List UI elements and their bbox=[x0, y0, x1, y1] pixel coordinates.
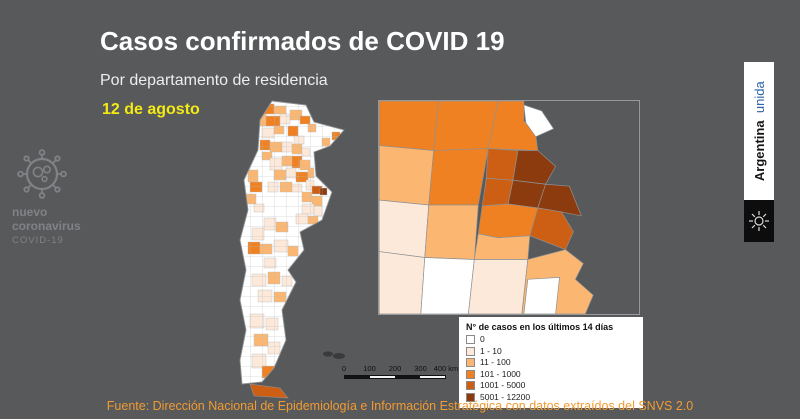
legend-swatch bbox=[466, 358, 475, 367]
malvinas-islands bbox=[323, 351, 345, 359]
legend-item: 101 - 1000 bbox=[466, 368, 636, 379]
legend-label: 11 - 100 bbox=[480, 357, 511, 368]
legend-swatch bbox=[466, 381, 475, 390]
legend-swatch bbox=[466, 335, 475, 344]
buenos-aires-inset-map bbox=[378, 100, 640, 315]
amba-high-incidence-cluster bbox=[481, 148, 582, 217]
scale-label: 0 bbox=[341, 364, 347, 373]
legend-swatch bbox=[466, 369, 475, 379]
source-attribution: Fuente: Dirección Nacional de Epidemiolo… bbox=[106, 399, 694, 413]
legend-label: 1001 - 5000 bbox=[480, 380, 526, 391]
legend-swatch bbox=[466, 346, 475, 356]
argentina-outline-stroke bbox=[239, 100, 345, 385]
banner-argentina-label: Argentina bbox=[751, 120, 767, 182]
virus-label-line2: coronavirus bbox=[12, 218, 81, 233]
legend-item: 11 - 100 bbox=[466, 358, 636, 367]
legend-item: 0 bbox=[466, 335, 636, 344]
page-subtitle: Por departamento de residencia bbox=[100, 72, 328, 89]
virus-badge-text: nuevo coronavirus COVID-19 bbox=[12, 205, 94, 247]
legend-label: 0 bbox=[480, 334, 485, 345]
scale-label: 400 km bbox=[433, 364, 459, 373]
page-title: Casos confirmados de COVID 19 bbox=[100, 26, 505, 56]
legend-title: N° de casos en los últimos 14 días bbox=[466, 322, 614, 332]
argentina-unida-banner: Argentina unida bbox=[744, 62, 774, 200]
legend-item: 5001 - 12200 bbox=[466, 391, 636, 402]
sol-de-mayo-badge bbox=[744, 200, 774, 242]
virus-label-line1: nuevo bbox=[12, 205, 48, 219]
virus-icon bbox=[17, 149, 67, 199]
legend-label: 1 - 10 bbox=[480, 345, 502, 356]
scale-bar-strip bbox=[344, 375, 446, 379]
date-label: 12 de agosto bbox=[102, 101, 200, 118]
scale-bar-labels: 0 100 200 300 400 km bbox=[341, 364, 458, 373]
legend-item: 1001 - 5000 bbox=[466, 381, 636, 390]
banner-text: Argentina unida bbox=[752, 81, 767, 181]
tierra-del-fuego bbox=[249, 383, 289, 399]
sun-icon bbox=[749, 211, 769, 231]
virus-label-line3: COVID-19 bbox=[12, 234, 64, 246]
scale-label: 200 bbox=[388, 364, 402, 373]
scale-label: 100 bbox=[363, 364, 376, 373]
legend-label: 5001 - 12200 bbox=[480, 391, 531, 402]
scale-label: 300 bbox=[414, 364, 427, 373]
legend-label: 101 - 1000 bbox=[480, 368, 521, 379]
scale-bar: 0 100 200 300 400 km bbox=[341, 364, 464, 382]
banner-unida-label: unida bbox=[751, 80, 767, 113]
legend-swatch bbox=[466, 392, 475, 402]
inset-departments bbox=[379, 101, 594, 314]
argentina-choropleth-map bbox=[239, 100, 345, 399]
coronavirus-badge: nuevo coronavirus COVID-19 bbox=[8, 146, 94, 247]
legend-item: 1 - 10 bbox=[466, 345, 636, 356]
